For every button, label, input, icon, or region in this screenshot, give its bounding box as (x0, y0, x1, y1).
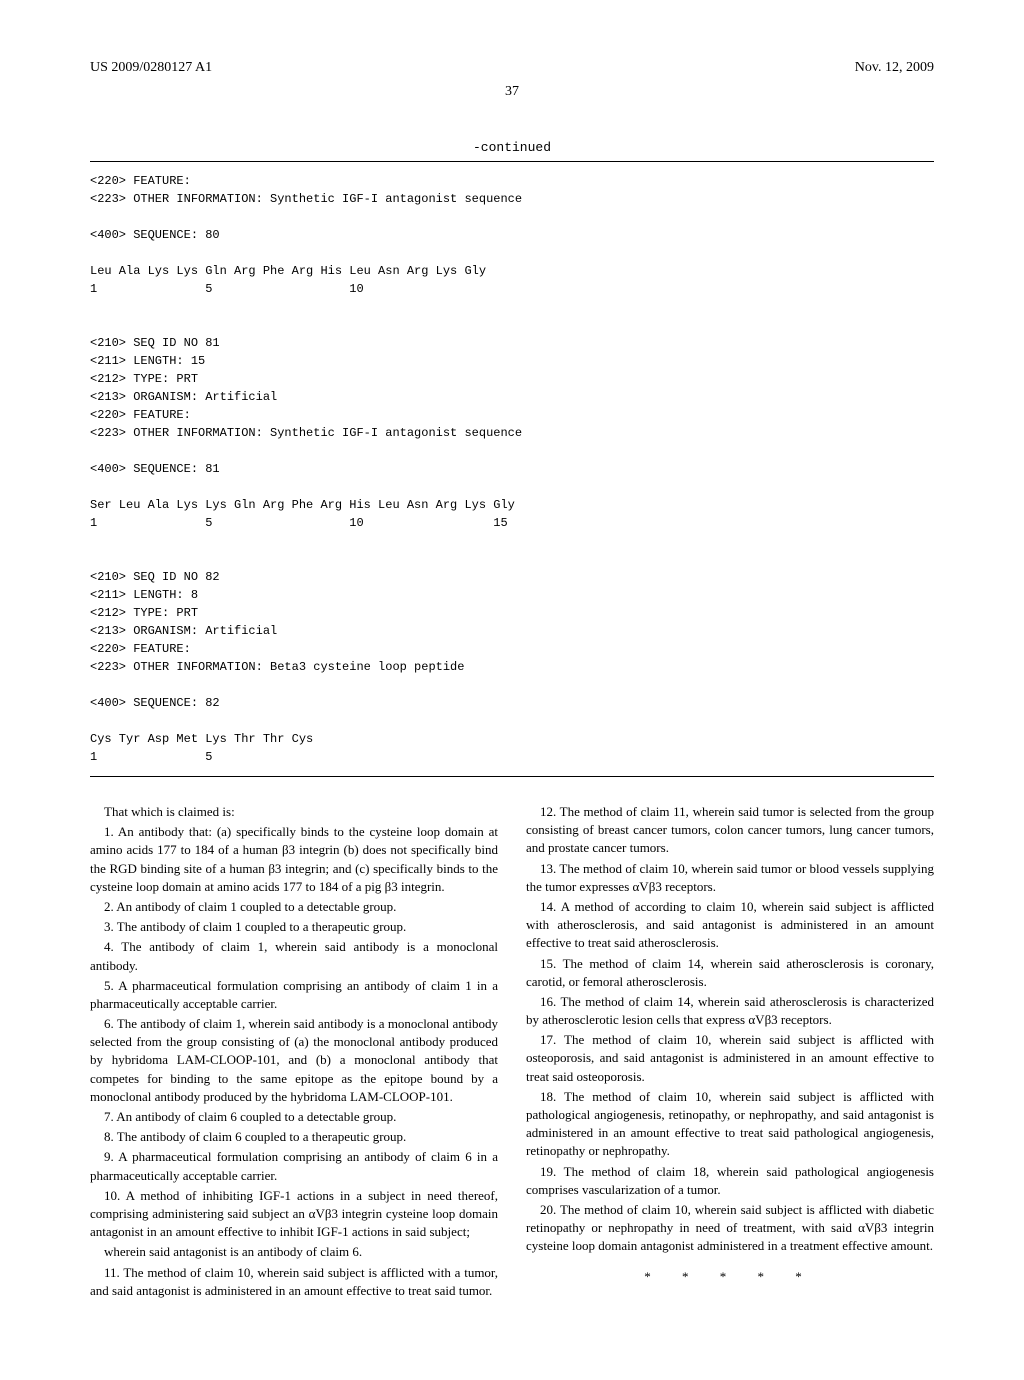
claim-10: 10. A method of inhibiting IGF-1 actions… (90, 1187, 498, 1242)
claim-4: 4. The antibody of claim 1, wherein said… (90, 938, 498, 974)
claim-20: 20. The method of claim 10, wherein said… (526, 1201, 934, 1256)
continued-label: -continued (90, 140, 934, 155)
claim-7: 7. An antibody of claim 6 coupled to a d… (90, 1108, 498, 1126)
claim-5: 5. A pharmaceutical formulation comprisi… (90, 977, 498, 1013)
claim-17: 17. The method of claim 10, wherein said… (526, 1031, 934, 1086)
end-stars: * * * * * (526, 1268, 934, 1286)
publication-number: US 2009/0280127 A1 (90, 60, 212, 76)
claim-10-wherein: wherein said antagonist is an antibody o… (90, 1243, 498, 1261)
claim-16: 16. The method of claim 14, wherein said… (526, 993, 934, 1029)
claims-section: That which is claimed is: 1. An antibody… (90, 803, 934, 1300)
claim-13: 13. The method of claim 10, wherein said… (526, 860, 934, 896)
claim-9: 9. A pharmaceutical formulation comprisi… (90, 1148, 498, 1184)
claim-2: 2. An antibody of claim 1 coupled to a d… (90, 898, 498, 916)
claim-6: 6. The antibody of claim 1, wherein said… (90, 1015, 498, 1106)
claim-12: 12. The method of claim 11, wherein said… (526, 803, 934, 858)
claim-19: 19. The method of claim 18, wherein said… (526, 1163, 934, 1199)
claim-3: 3. The antibody of claim 1 coupled to a … (90, 918, 498, 936)
page-number: 37 (90, 84, 934, 100)
claim-18: 18. The method of claim 10, wherein said… (526, 1088, 934, 1161)
claim-1: 1. An antibody that: (a) specifically bi… (90, 823, 498, 896)
page-header: US 2009/0280127 A1 Nov. 12, 2009 (90, 60, 934, 76)
claim-8: 8. The antibody of claim 6 coupled to a … (90, 1128, 498, 1146)
page-container: US 2009/0280127 A1 Nov. 12, 2009 37 -con… (0, 0, 1024, 1380)
claim-11: 11. The method of claim 10, wherein said… (90, 1264, 498, 1300)
claim-14: 14. A method of according to claim 10, w… (526, 898, 934, 953)
publication-date: Nov. 12, 2009 (855, 60, 934, 76)
claims-intro: That which is claimed is: (90, 803, 498, 821)
claim-15: 15. The method of claim 14, wherein said… (526, 955, 934, 991)
sequence-listing: <220> FEATURE: <223> OTHER INFORMATION: … (90, 161, 934, 777)
